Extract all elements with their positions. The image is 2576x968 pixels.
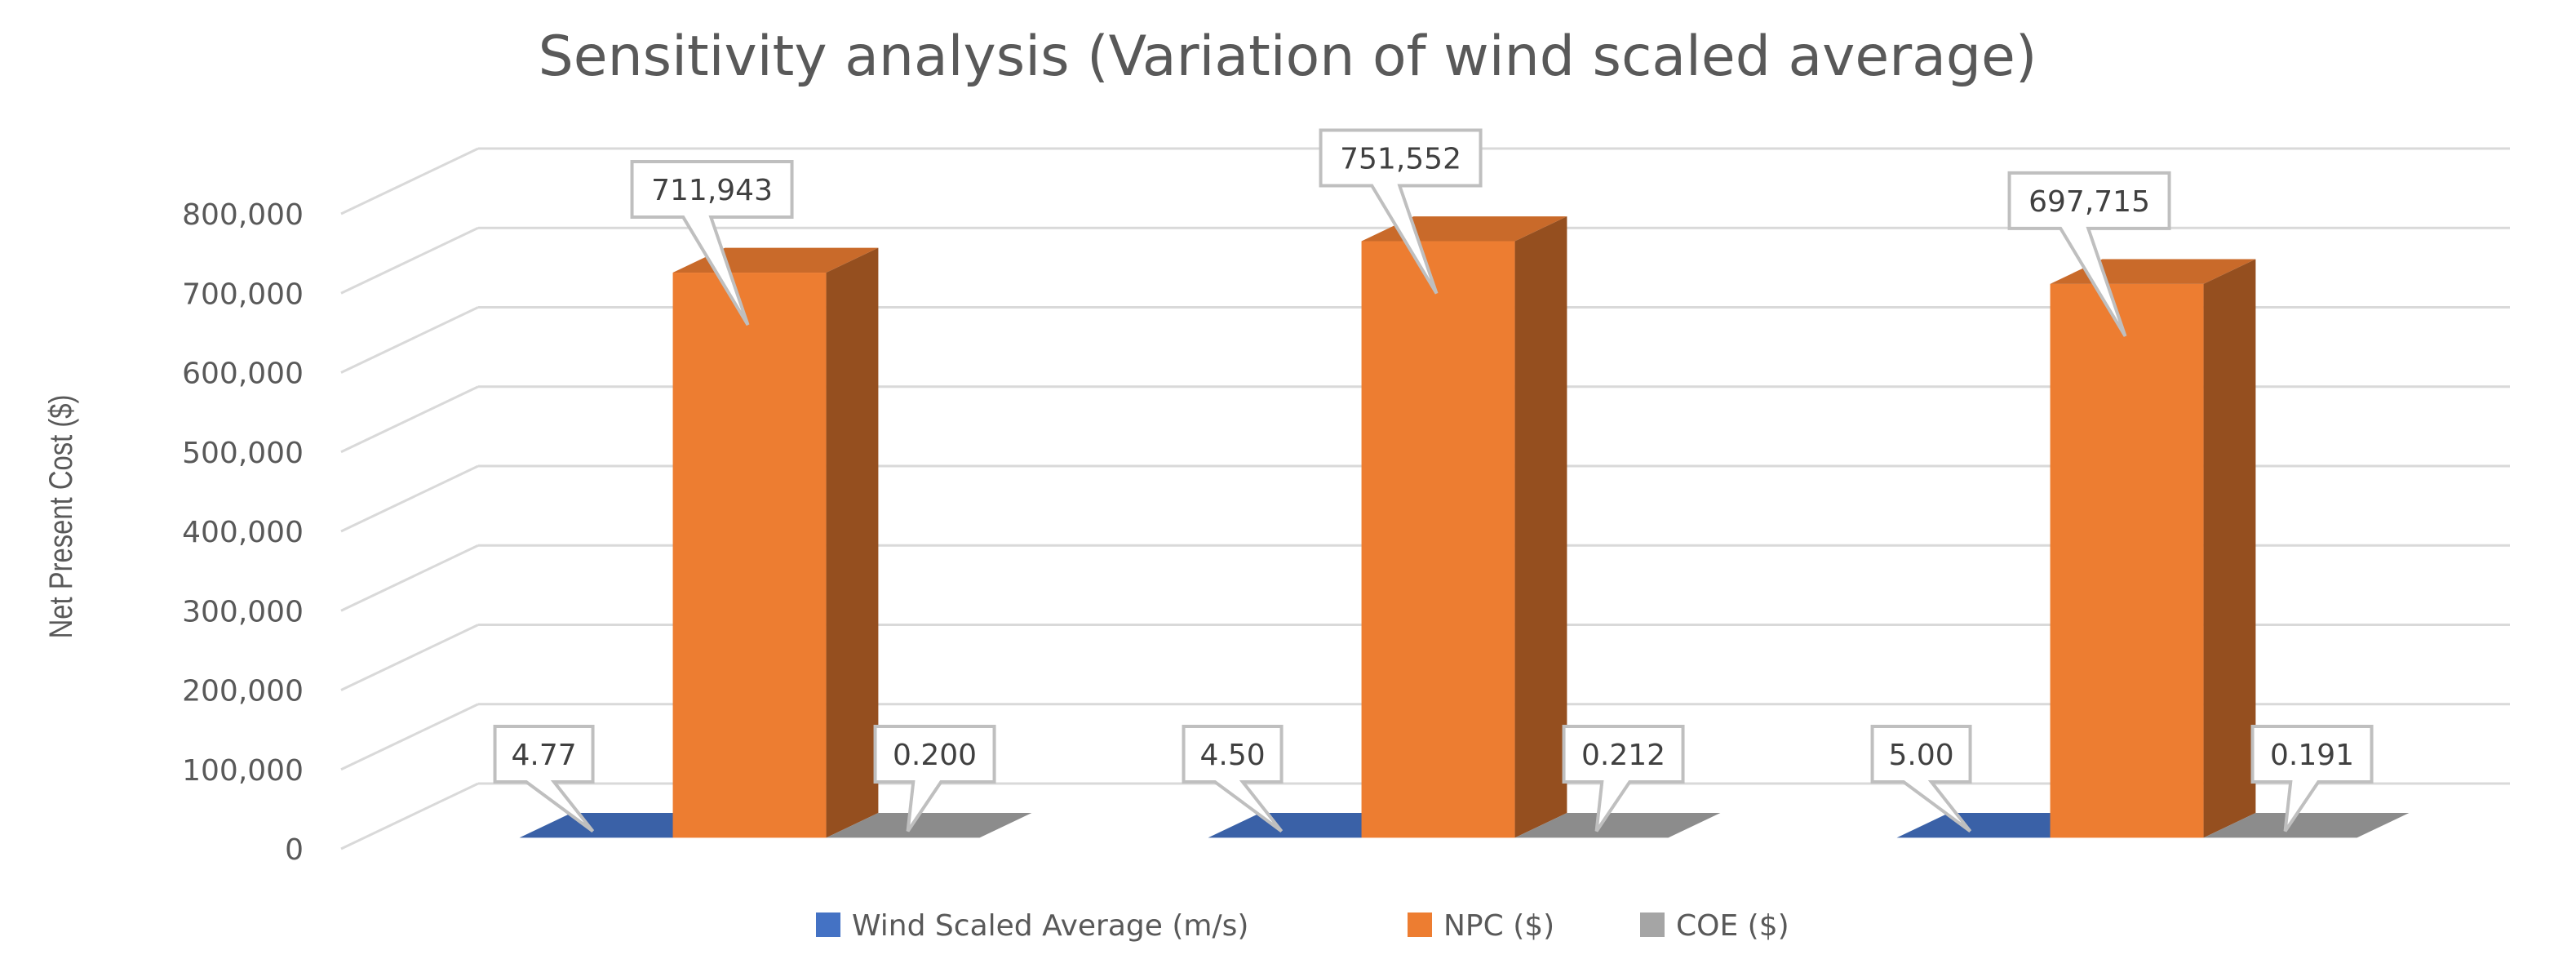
data-label-callout — [493, 725, 595, 833]
bar-top — [2203, 812, 2410, 838]
gridline-oblique — [340, 703, 479, 771]
gridline-oblique — [340, 782, 479, 850]
gridline-oblique — [340, 385, 479, 454]
bars — [519, 216, 2410, 838]
bar — [672, 247, 879, 838]
y-tick-label: 0 — [285, 833, 304, 867]
y-tick-label: 500,000 — [182, 437, 304, 470]
gridline-oblique — [340, 624, 479, 691]
y-axis-label: Net Present Cost ($) — [42, 395, 79, 639]
data-label-callout — [1182, 725, 1284, 833]
bar-side — [2203, 259, 2256, 838]
bar — [2050, 259, 2256, 838]
legend-label: NPC ($) — [1443, 909, 1554, 943]
bar-front — [672, 273, 827, 838]
data-label: 4.77 — [511, 739, 576, 772]
data-label: 697,715 — [2028, 185, 2150, 219]
bar-front — [2050, 283, 2204, 838]
legend-swatch — [1408, 912, 1432, 937]
bar-top — [826, 812, 1032, 838]
data-label-callout — [2250, 725, 2374, 833]
data-labels: 4.77 711,943 0.200 4.50 751,552 0.212 5.00 697,… — [493, 128, 2374, 833]
y-tick-label: 300,000 — [182, 595, 304, 628]
data-label-callout — [1562, 725, 1685, 833]
legend-label: Wind Scaled Average (m/s) — [852, 909, 1248, 943]
y-tick-label: 600,000 — [182, 357, 304, 391]
legend-label: COE ($) — [1676, 909, 1789, 943]
y-tick-label: 200,000 — [182, 675, 304, 708]
data-label: 0.212 — [1581, 739, 1665, 772]
y-tick-label: 700,000 — [182, 278, 304, 311]
bar — [1361, 216, 1567, 838]
data-label: 751,552 — [1340, 143, 1461, 176]
gridline-oblique — [340, 147, 479, 215]
legend-swatch — [816, 912, 840, 937]
data-label: 5.00 — [1888, 739, 1953, 772]
gridline-oblique — [340, 226, 479, 295]
data-label: 0.200 — [893, 739, 977, 772]
gridline-oblique — [340, 306, 479, 374]
gridline-oblique — [340, 464, 479, 533]
data-label-callout — [1319, 128, 1483, 295]
bar-side — [826, 247, 879, 838]
data-label-callout — [630, 160, 794, 326]
bar-top — [1514, 812, 1721, 838]
bar-front — [1361, 241, 1515, 838]
gridline-oblique — [340, 544, 479, 612]
legend: Wind Scaled Average (m/s) NPC ($) COE ($) — [816, 909, 1789, 943]
bar-side — [979, 812, 1032, 838]
y-tick-label: 400,000 — [182, 516, 304, 549]
y-axis-ticks: 0 100,000 200,000 300,000 400,000 500,000 600,… — [182, 198, 304, 867]
y-tick-label: 800,000 — [182, 198, 304, 232]
bar — [2203, 812, 2410, 838]
data-label: 711,943 — [651, 174, 773, 207]
bar-side — [2357, 812, 2410, 838]
bar-side — [1668, 812, 1721, 838]
data-label: 0.191 — [2270, 739, 2354, 772]
data-label-callout — [873, 725, 996, 833]
bar — [1514, 812, 1721, 838]
data-label: 4.50 — [1199, 739, 1265, 772]
legend-swatch — [1640, 912, 1665, 937]
bar — [826, 812, 1032, 838]
y-tick-label: 100,000 — [182, 754, 304, 788]
data-label-callout — [2007, 171, 2171, 337]
chart-title: Sensitivity analysis (Variation of wind … — [539, 24, 2037, 89]
data-label-callout — [1870, 725, 1972, 833]
bar-side — [1514, 216, 1567, 838]
